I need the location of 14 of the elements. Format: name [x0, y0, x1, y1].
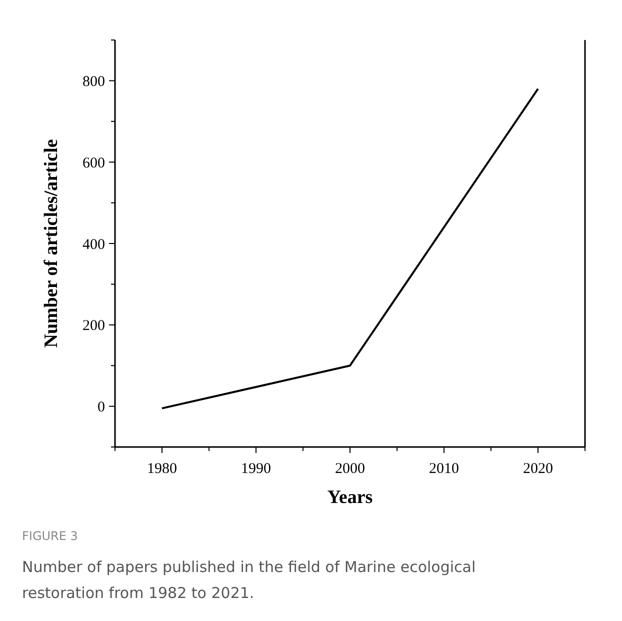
y-tick-label: 0: [98, 400, 105, 416]
y-tick-label: 200: [82, 318, 105, 334]
y-axis-title: Number of articles/article: [41, 139, 62, 348]
x-tick-label: 2020: [523, 461, 553, 477]
y-tick-label: 400: [82, 236, 105, 253]
x-axis-title: Years: [327, 487, 373, 508]
x-tick-label: 2010: [429, 461, 459, 477]
x-tick-label: 2000: [335, 461, 365, 477]
y-tick-label: 600: [82, 155, 105, 172]
x-tick-label: 1990: [241, 461, 271, 477]
x-tick-label: 1980: [147, 461, 177, 477]
text: Number of papers published in the field of Marine ecological restoration from 1982 to 2021.: [22, 558, 476, 602]
caption: FIGURE 3: [22, 529, 78, 543]
y-tick-label: 800: [82, 74, 105, 90]
